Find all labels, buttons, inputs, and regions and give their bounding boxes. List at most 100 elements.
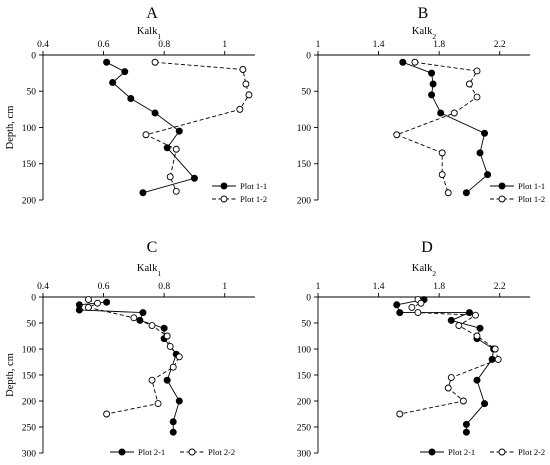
data-point [473, 332, 481, 340]
panel-letter: A [146, 5, 158, 22]
y-tick-label: 250 [22, 423, 37, 433]
legend-label: Plot 2-1 [448, 447, 475, 457]
data-point [151, 109, 159, 117]
data-point [163, 376, 171, 384]
x-axis-title-subscript: 1 [157, 269, 161, 278]
data-point [169, 363, 177, 371]
x-axis-title-main: Kalk [412, 26, 433, 37]
data-point [396, 410, 404, 418]
data-point [393, 131, 401, 139]
data-point [476, 149, 484, 157]
x-tick-label: 2.2 [494, 40, 506, 50]
legend-marker [428, 448, 436, 456]
x-tick-label: 0.4 [37, 40, 49, 50]
y-tick-label: 0 [31, 51, 36, 61]
x-tick-label: 1.8 [433, 282, 445, 292]
y-tick-label: 250 [297, 423, 312, 433]
data-point [438, 171, 446, 179]
data-point [444, 189, 452, 197]
series-plot-1-1 [399, 58, 492, 197]
y-tick-label: 50 [27, 88, 37, 98]
data-point [139, 189, 147, 197]
y-tick-label: 150 [22, 371, 37, 381]
series-line [144, 61, 250, 192]
x-tick-label: 1.4 [373, 40, 385, 50]
y-axis-title: Depth, cm [5, 106, 16, 150]
data-point [459, 397, 467, 405]
data-point [175, 397, 183, 405]
y-tick-label: 200 [297, 196, 312, 206]
series-line [106, 61, 196, 194]
data-point [438, 149, 446, 157]
data-point [175, 353, 183, 361]
legend-label: Plot 2-1 [138, 447, 165, 457]
data-point [465, 80, 473, 88]
data-point [465, 309, 473, 317]
legend-label: Plot 1-2 [240, 194, 267, 204]
data-point [408, 303, 416, 311]
data-point [428, 69, 436, 77]
y-tick-label: 200 [297, 397, 312, 407]
y-tick-label: 50 [302, 88, 312, 98]
data-point [437, 109, 445, 117]
y-tick-label: 50 [27, 319, 37, 329]
data-point [142, 131, 150, 139]
data-point [75, 306, 83, 314]
data-point [169, 418, 177, 426]
series-plot-2-2 [84, 296, 183, 418]
legend-label: Plot 2-2 [518, 447, 545, 457]
legend-label: Plot 2-2 [208, 447, 235, 457]
data-point [473, 67, 481, 75]
y-tick-label: 200 [22, 397, 37, 407]
legend: Plot 2-1 Plot 2-2 [420, 447, 545, 457]
series-plot-1-2 [393, 58, 481, 197]
y-tick-label: 150 [297, 160, 312, 170]
y-tick-label: 150 [22, 160, 37, 170]
data-point [417, 299, 425, 307]
panel-letter: B [418, 5, 429, 22]
series-plot-1-1 [103, 58, 198, 197]
y-tick-label: 0 [306, 51, 311, 61]
data-point [148, 322, 156, 330]
legend: Plot 2-1 Plot 2-2 [110, 447, 235, 457]
data-point [163, 144, 171, 152]
data-point [239, 66, 247, 73]
data-point [472, 311, 479, 319]
x-tick-label: 1 [222, 282, 227, 292]
x-tick-label: 1 [316, 282, 321, 292]
series-line [78, 301, 180, 433]
data-point [455, 322, 463, 330]
data-point [473, 93, 481, 101]
legend-label: Plot 1-1 [240, 181, 267, 191]
x-tick-label: 0.4 [37, 282, 49, 292]
data-point [151, 58, 159, 66]
y-tick-label: 300 [297, 449, 312, 459]
legend: Plot 1-1 Plot 1-2 [490, 181, 545, 204]
series-plot-2-2 [396, 296, 502, 418]
data-point [399, 58, 407, 66]
panel-letter: C [147, 239, 158, 256]
data-point [411, 58, 419, 66]
y-tick-label: 100 [22, 345, 37, 355]
data-point [429, 80, 437, 88]
data-point [130, 314, 138, 322]
data-point [103, 58, 111, 66]
y-tick-label: 100 [297, 345, 312, 355]
data-point [172, 187, 180, 195]
y-tick-label: 150 [297, 371, 312, 381]
y-tick-label: 100 [22, 124, 37, 134]
x-tick-label: 0.6 [98, 40, 110, 50]
data-point [103, 410, 111, 418]
series-line [395, 61, 478, 193]
y-tick-label: 50 [302, 319, 312, 329]
x-tick-label: 0.6 [98, 282, 110, 292]
x-tick-label: 1.4 [373, 282, 385, 292]
data-point [172, 145, 180, 153]
y-tick-label: 300 [22, 449, 37, 459]
legend-marker [188, 448, 196, 456]
data-point [242, 80, 250, 88]
y-tick-label: 200 [22, 196, 37, 206]
data-point [491, 345, 499, 353]
